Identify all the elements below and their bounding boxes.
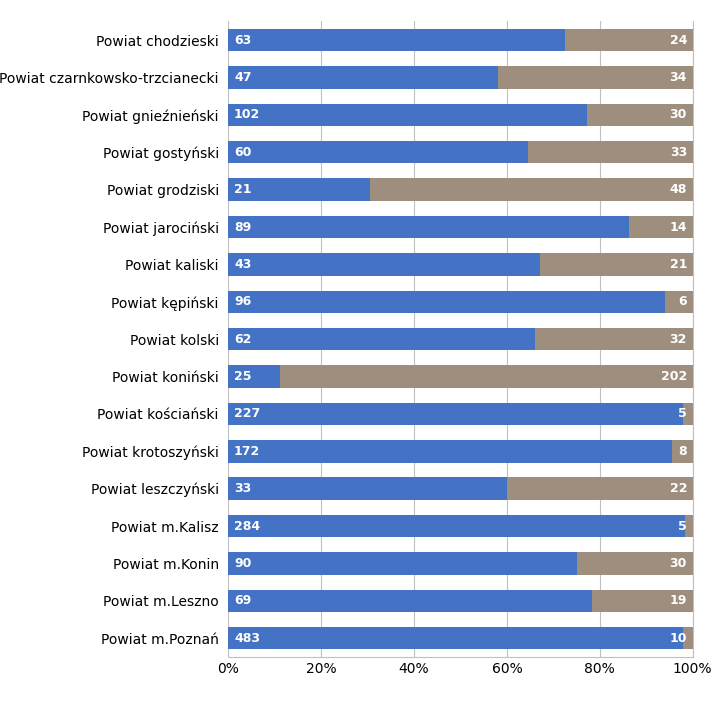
Text: 172: 172 [234,445,261,458]
Text: 24: 24 [670,34,687,46]
Bar [498,66,693,89]
Bar [228,216,630,238]
Bar [280,366,693,388]
Text: 32: 32 [670,333,687,346]
Bar [535,328,693,351]
Bar [685,515,693,537]
Text: 483: 483 [234,632,260,645]
Bar [540,253,693,276]
Bar [228,440,672,463]
Text: 19: 19 [670,594,687,608]
Bar [228,515,685,537]
Bar [672,440,693,463]
Text: 8: 8 [678,445,687,458]
Text: 22: 22 [670,482,687,496]
Text: 25: 25 [234,370,251,383]
Text: 5: 5 [678,408,687,421]
Text: 33: 33 [234,482,251,496]
Bar [593,590,693,612]
Bar [630,216,693,238]
Bar [528,141,693,164]
Text: 43: 43 [234,258,251,271]
Bar [228,627,683,650]
Text: 10: 10 [670,632,687,645]
Text: 48: 48 [670,183,687,196]
Text: 21: 21 [234,183,251,196]
Bar [228,366,280,388]
Text: 47: 47 [234,71,251,84]
Text: 102: 102 [234,109,261,121]
Bar [228,29,565,51]
Text: 227: 227 [234,408,261,421]
Bar [228,253,540,276]
Bar [370,178,693,201]
Bar [587,104,693,126]
Bar [565,29,693,51]
Text: 34: 34 [670,71,687,84]
Text: 62: 62 [234,333,251,346]
Bar [228,141,528,164]
Bar [576,552,693,575]
Text: 30: 30 [670,109,687,121]
Bar [228,552,576,575]
Text: 63: 63 [234,34,251,46]
Text: 30: 30 [670,557,687,570]
Text: 60: 60 [234,146,251,159]
Bar [228,66,498,89]
Text: 5: 5 [678,520,687,533]
Bar [507,478,693,500]
Text: 284: 284 [234,520,260,533]
Text: 14: 14 [670,221,687,233]
Bar [683,403,693,425]
Text: 90: 90 [234,557,251,570]
Text: 33: 33 [670,146,687,159]
Bar [228,590,593,612]
Bar [665,291,693,313]
Text: 96: 96 [234,296,251,308]
Bar [228,104,587,126]
Text: 202: 202 [660,370,687,383]
Bar [228,328,535,351]
Bar [228,478,507,500]
Bar [683,627,693,650]
Text: 6: 6 [678,296,687,308]
Text: 69: 69 [234,594,251,608]
Bar [228,403,683,425]
Text: 21: 21 [670,258,687,271]
Text: 89: 89 [234,221,251,233]
Bar [228,291,665,313]
Bar [228,178,370,201]
